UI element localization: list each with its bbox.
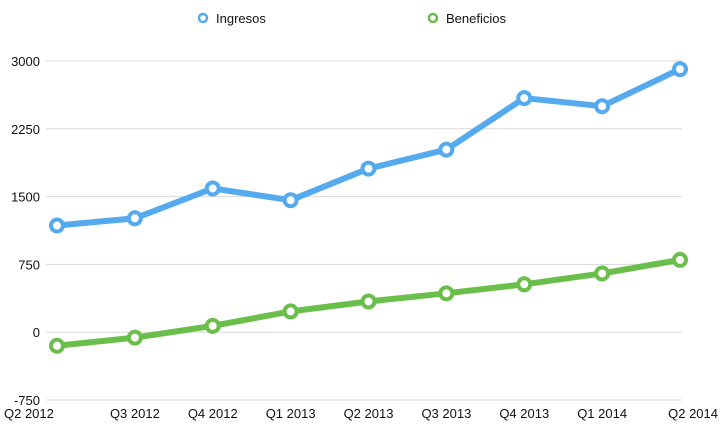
data-point-ingresos [438,141,455,158]
y-tick-label: 750 [18,257,40,272]
data-point-ingresos [360,160,377,177]
data-point-beneficios [360,293,377,310]
y-tick-label: 0 [33,325,40,340]
data-point-beneficios [594,265,611,282]
x-tick-label: Q1 2014 [577,406,627,421]
data-point-ingresos [126,210,143,227]
y-tick-label: -750 [14,393,40,408]
legend-label-ingresos: Ingresos [216,11,266,26]
series-ingresos [49,61,688,234]
y-tick-label: 1500 [11,190,40,205]
data-point-ingresos [672,61,688,78]
x-tick-label: Q1 2013 [266,406,316,421]
x-tick-label: Q3 2013 [421,406,471,421]
data-point-beneficios [126,329,143,346]
legend-marker-beneficios-icon [427,12,439,24]
data-point-beneficios [204,317,221,334]
x-tick-label: Q2 2013 [344,406,394,421]
data-point-ingresos [516,90,533,107]
series-line-ingresos [54,66,683,229]
y-axis: 3000 2250 1500 750 0 -750 [11,54,40,408]
x-tick-label: Q4 2013 [499,406,549,421]
gridlines [46,60,682,401]
y-tick-label: 3000 [11,54,40,69]
x-tick-label: Q2 2012 [4,406,54,421]
x-axis: Q2 2012 Q3 2012 Q4 2012 Q1 2013 Q2 2013 Q3 20… [4,406,718,421]
chart-legend: Ingresos Beneficios [197,11,506,26]
data-point-beneficios [438,285,455,302]
y-tick-label: 2250 [11,122,40,137]
data-point-ingresos [204,180,221,197]
data-point-ingresos [49,217,65,234]
data-point-ingresos [594,98,611,115]
data-point-ingresos [282,192,299,209]
series-lines [49,61,688,354]
x-tick-label: Q4 2012 [188,406,238,421]
legend-item-beneficios: Beneficios [427,11,506,26]
series-beneficios [49,251,688,354]
legend-label-beneficios: Beneficios [446,11,506,26]
data-point-beneficios [49,337,65,354]
x-tick-label: Q2 2014 [668,406,718,421]
data-point-beneficios [516,276,533,293]
legend-item-ingresos: Ingresos [197,11,266,26]
data-point-beneficios [672,251,688,268]
x-tick-label: Q3 2012 [110,406,160,421]
legend-marker-ingresos-icon [197,12,209,24]
data-point-beneficios [282,303,299,320]
